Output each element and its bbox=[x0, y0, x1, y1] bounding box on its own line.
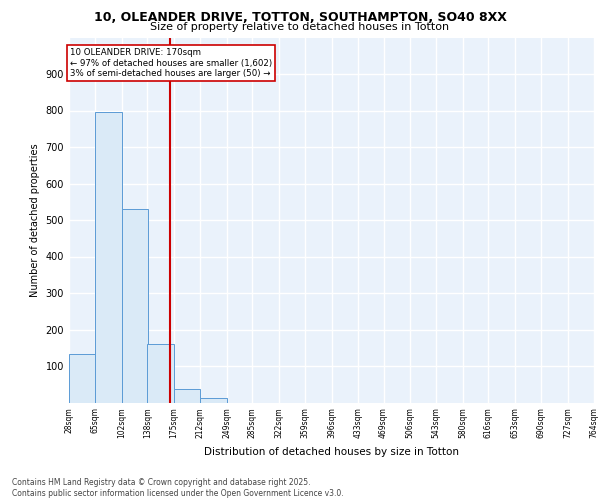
Text: 10, OLEANDER DRIVE, TOTTON, SOUTHAMPTON, SO40 8XX: 10, OLEANDER DRIVE, TOTTON, SOUTHAMPTON,… bbox=[94, 11, 506, 24]
Text: 10 OLEANDER DRIVE: 170sqm
← 97% of detached houses are smaller (1,602)
3% of sem: 10 OLEANDER DRIVE: 170sqm ← 97% of detac… bbox=[70, 48, 272, 78]
X-axis label: Distribution of detached houses by size in Totton: Distribution of detached houses by size … bbox=[204, 446, 459, 456]
Text: Contains HM Land Registry data © Crown copyright and database right 2025.
Contai: Contains HM Land Registry data © Crown c… bbox=[12, 478, 344, 498]
Y-axis label: Number of detached properties: Number of detached properties bbox=[30, 143, 40, 297]
Text: Size of property relative to detached houses in Totton: Size of property relative to detached ho… bbox=[151, 22, 449, 32]
Bar bbox=[69, 354, 95, 403]
Bar bbox=[200, 398, 227, 402]
Bar bbox=[148, 344, 174, 402]
Bar bbox=[95, 112, 122, 403]
Bar bbox=[122, 209, 148, 402]
Bar bbox=[174, 389, 200, 402]
